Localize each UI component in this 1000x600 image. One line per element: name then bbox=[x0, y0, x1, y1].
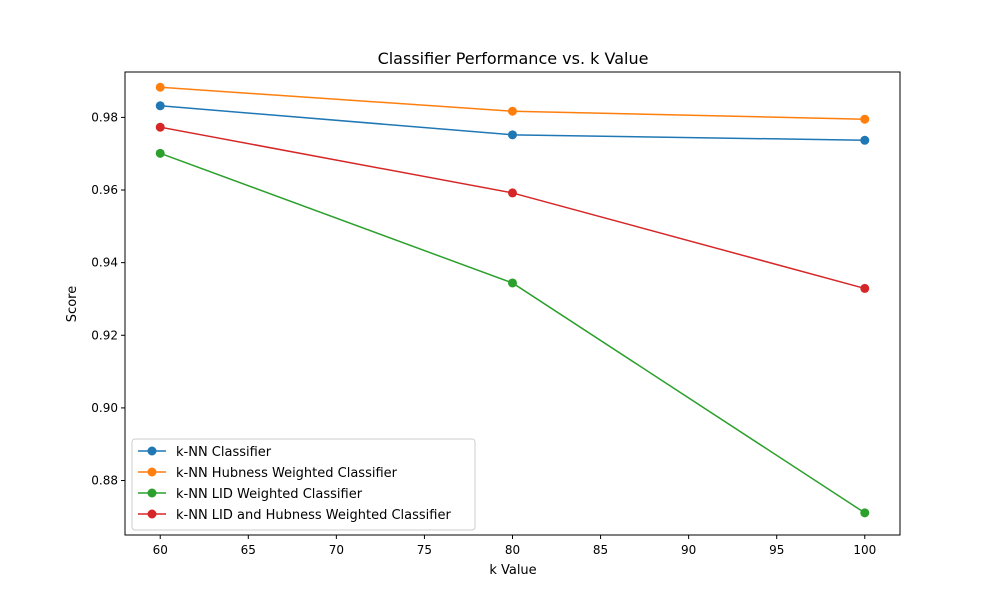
legend-label: k-NN LID Weighted Classifier bbox=[176, 487, 363, 502]
data-point bbox=[155, 148, 165, 158]
y-axis-label: Score bbox=[65, 286, 80, 322]
data-point bbox=[860, 114, 870, 124]
x-tick-label: 85 bbox=[593, 543, 608, 557]
legend-marker bbox=[147, 488, 157, 498]
x-tick-label: 65 bbox=[241, 543, 256, 557]
x-tick-label: 100 bbox=[853, 543, 876, 557]
y-tick-label: 0.96 bbox=[91, 183, 118, 197]
legend-item: k-NN LID and Hubness Weighted Classifier bbox=[138, 508, 451, 523]
legend-box bbox=[131, 438, 476, 531]
x-tick-label: 60 bbox=[153, 543, 168, 557]
data-point bbox=[155, 122, 165, 132]
legend-marker bbox=[147, 446, 157, 456]
y-tick-label: 0.94 bbox=[91, 256, 118, 270]
legend-marker bbox=[147, 509, 157, 519]
legend-item: k-NN Hubness Weighted Classifier bbox=[138, 466, 398, 481]
data-point bbox=[860, 508, 870, 518]
data-point bbox=[508, 278, 517, 288]
legend-item: k-NN Classifier bbox=[138, 445, 272, 460]
series-3 bbox=[155, 148, 870, 518]
series-4 bbox=[155, 122, 870, 293]
x-tick-label: 80 bbox=[505, 543, 520, 557]
y-axis-ticks: 0.88 0.90 0.92 0.94 0.96 0.98 bbox=[91, 110, 125, 488]
legend-label: k-NN Hubness Weighted Classifier bbox=[176, 466, 398, 481]
series-layer bbox=[155, 82, 870, 518]
legend-marker bbox=[147, 467, 157, 477]
series-1 bbox=[155, 101, 870, 145]
y-tick-label: 0.98 bbox=[91, 110, 118, 124]
series-line bbox=[160, 126, 865, 290]
x-axis-label: k Value bbox=[489, 563, 536, 578]
x-tick-label: 90 bbox=[681, 543, 696, 557]
x-tick-label: 75 bbox=[417, 543, 432, 557]
legend-label: k-NN LID and Hubness Weighted Classifier bbox=[176, 508, 451, 523]
data-point bbox=[155, 82, 165, 92]
legend-item: k-NN LID Weighted Classifier bbox=[138, 487, 363, 502]
x-axis-ticks: 60 65 70 75 80 85 90 95 100 bbox=[153, 535, 876, 557]
legend: k-NN Classifier k-NN Hubness Weighted Cla… bbox=[131, 438, 476, 531]
y-tick-label: 0.90 bbox=[91, 401, 118, 415]
y-tick-label: 0.92 bbox=[91, 328, 118, 342]
data-point bbox=[508, 188, 517, 198]
data-point bbox=[155, 101, 165, 111]
data-point bbox=[860, 135, 870, 145]
data-point bbox=[508, 130, 517, 140]
chart-title: Classifier Performance vs. k Value bbox=[378, 49, 649, 68]
data-point bbox=[508, 106, 517, 116]
x-tick-label: 95 bbox=[769, 543, 784, 557]
x-tick-label: 70 bbox=[329, 543, 344, 557]
series-2 bbox=[155, 82, 870, 124]
data-point bbox=[860, 283, 870, 293]
y-tick-label: 0.88 bbox=[91, 474, 118, 488]
legend-label: k-NN Classifier bbox=[176, 445, 272, 460]
